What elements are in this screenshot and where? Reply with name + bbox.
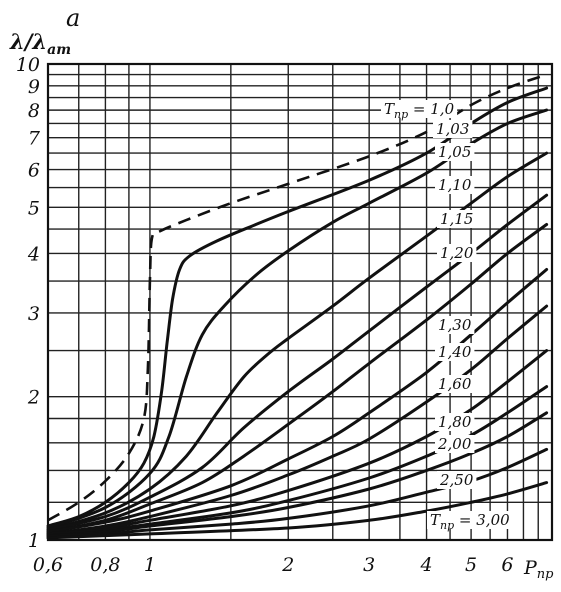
curve-series	[46, 73, 549, 540]
series-label-main: 2,00	[437, 435, 472, 453]
series-label-9: 1,80	[438, 413, 472, 431]
plot-frame	[46, 62, 554, 542]
y-tick-label: 9	[28, 76, 40, 98]
series-line-8	[46, 349, 549, 536]
series-label-main: 1,20	[440, 244, 474, 262]
series-label-7: 1,40	[438, 343, 472, 361]
x-axis-title-main: P	[523, 557, 538, 579]
series-label-1: 1,03	[436, 120, 469, 138]
series-label-suffix: = 1,0	[408, 100, 454, 118]
series-line-3	[46, 151, 549, 532]
y-tick-label: 7	[28, 128, 41, 150]
series-label-8: 1,60	[438, 375, 472, 393]
series-label-bg-2	[435, 143, 475, 161]
x-tick-label: 0,6	[33, 554, 63, 576]
series-label-bg-9	[435, 413, 475, 431]
y-tick-label: 8	[28, 100, 40, 122]
series-label-bg-8	[435, 375, 475, 393]
series-label-bg-5	[437, 244, 477, 262]
series-label-bg-6	[435, 316, 475, 334]
series-label-bg-7	[435, 343, 475, 361]
y-tick-label: 3	[28, 303, 40, 325]
y-tick-label: 1	[28, 530, 40, 552]
grid-lines	[47, 64, 552, 540]
series-label-0: Tпр = 1,0	[384, 100, 455, 121]
x-axis-title-sub: пр	[537, 567, 554, 582]
series-label-bg-11	[437, 471, 477, 489]
series-label-sub: пр	[440, 519, 454, 532]
y-tick-label: 10	[16, 54, 40, 76]
series-label-3: 1,10	[438, 176, 472, 194]
series-label-bg-12	[427, 511, 513, 529]
curve-labels: Tпр = 1,01,031,051,101,151,201,301,401,6…	[381, 100, 513, 532]
x-tick-label: 0,8	[90, 554, 120, 576]
series-label-12: Tпр = 3,00	[430, 511, 510, 532]
series-label-bg-3	[435, 176, 475, 194]
series-line-11	[46, 447, 549, 538]
series-label-main: 1,15	[440, 210, 473, 228]
series-label-bg-0	[381, 100, 458, 118]
series-label-main: 2,50	[439, 471, 474, 489]
series-label-sub: пр	[394, 108, 408, 121]
y-tick-label: 6	[28, 160, 40, 182]
series-label-11: 2,50	[439, 471, 474, 489]
series-label-bg-1	[433, 120, 473, 138]
series-label-main: 1,30	[438, 316, 472, 334]
series-label-bg-4	[437, 210, 477, 228]
series-label-5: 1,20	[440, 244, 474, 262]
series-label-4: 1,15	[440, 210, 473, 228]
series-label-main: T	[384, 100, 395, 118]
series-label-main: 1,05	[438, 143, 471, 161]
x-tick-label: 3	[363, 554, 375, 576]
y-tick-label: 5	[28, 197, 40, 219]
series-label-10: 2,00	[437, 435, 472, 453]
series-label-main: 1,03	[436, 120, 469, 138]
series-label-main: 1,10	[438, 176, 472, 194]
x-tick-label: 5	[465, 554, 477, 576]
series-line-9	[46, 385, 549, 536]
series-label-main: 1,40	[438, 343, 472, 361]
x-tick-label: 1	[144, 554, 156, 576]
y-axis-title: λ/λат	[9, 29, 71, 58]
series-label-main: T	[430, 511, 441, 529]
series-line-12	[46, 481, 549, 540]
series-label-suffix: = 3,00	[454, 511, 510, 529]
series-line-5	[46, 223, 549, 534]
x-tick-label: 4	[420, 554, 433, 576]
x-tick-label: 6	[501, 554, 513, 576]
series-label-6: 1,30	[438, 316, 472, 334]
panel-letter: a	[66, 4, 80, 32]
y-axis-title-main: λ/λ	[9, 29, 47, 54]
y-tick-label: 4	[27, 243, 40, 265]
series-label-bg-10	[435, 435, 475, 453]
series-line-6	[46, 268, 549, 534]
series-line-7	[46, 304, 549, 536]
x-axis-title: Pпр	[523, 557, 554, 582]
series-label-main: 1,80	[438, 413, 472, 431]
series-label-main: 1,60	[438, 375, 472, 393]
x-tick-label: 2	[281, 554, 294, 576]
series-label-2: 1,05	[438, 143, 471, 161]
y-axis-title-sub: ат	[47, 42, 71, 58]
y-tick-label: 2	[27, 387, 40, 409]
series-line-1	[46, 86, 549, 528]
series-line-10	[46, 411, 549, 538]
